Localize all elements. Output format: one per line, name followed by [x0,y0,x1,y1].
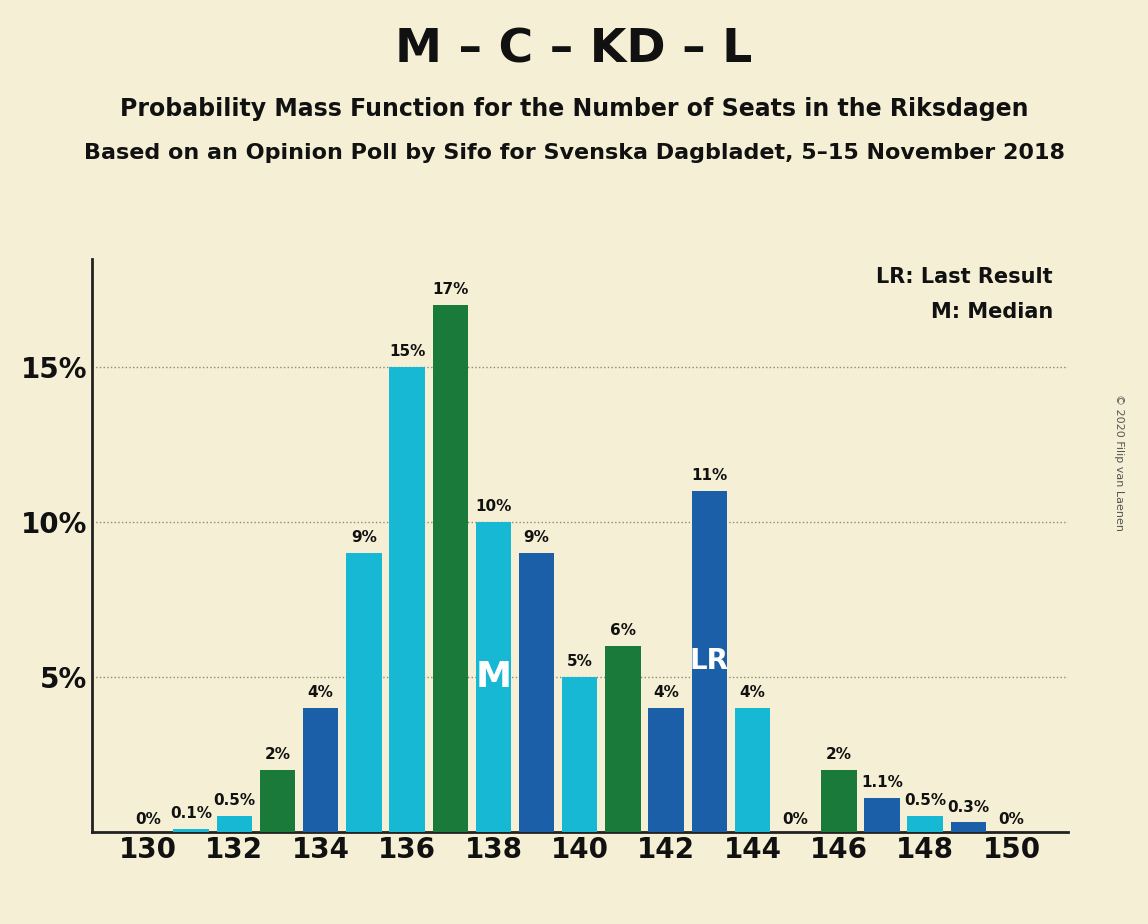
Text: 4%: 4% [308,685,334,700]
Text: LR: LR [690,648,729,675]
Text: 0%: 0% [999,812,1024,827]
Text: 1.1%: 1.1% [861,775,903,790]
Bar [864,797,900,832]
Text: M: M [475,660,511,694]
Text: 9%: 9% [351,530,377,545]
Text: © 2020 Filip van Laenen: © 2020 Filip van Laenen [1115,394,1124,530]
Text: 0%: 0% [783,812,808,827]
Text: 0%: 0% [135,812,161,827]
Text: 11%: 11% [691,468,728,483]
Text: 4%: 4% [739,685,766,700]
Text: 17%: 17% [432,283,468,298]
Text: 5%: 5% [567,654,592,669]
Bar [173,829,209,832]
Text: 15%: 15% [389,345,425,359]
Bar [217,816,253,832]
Bar [389,367,425,832]
Text: 0.5%: 0.5% [214,794,255,808]
Bar [563,676,597,832]
Bar [649,708,684,832]
Bar [519,553,554,832]
Bar [347,553,381,832]
Text: LR: Last Result: LR: Last Result [876,267,1053,287]
Text: 4%: 4% [653,685,678,700]
Text: 6%: 6% [610,623,636,638]
Bar [433,305,468,832]
Bar [259,770,295,832]
Bar [951,822,986,832]
Text: M: Median: M: Median [931,301,1053,322]
Bar [475,522,511,832]
Text: 2%: 2% [825,747,852,762]
Text: 9%: 9% [523,530,550,545]
Text: Based on an Opinion Poll by Sifo for Svenska Dagbladet, 5–15 November 2018: Based on an Opinion Poll by Sifo for Sve… [84,143,1064,164]
Bar [691,491,727,832]
Text: 2%: 2% [264,747,290,762]
Text: 10%: 10% [475,499,512,514]
Text: 0.5%: 0.5% [905,794,946,808]
Bar [821,770,856,832]
Bar [735,708,770,832]
Bar [605,646,641,832]
Text: M – C – KD – L: M – C – KD – L [395,28,753,73]
Bar [907,816,943,832]
Text: 0.3%: 0.3% [947,799,990,815]
Bar [303,708,339,832]
Text: 0.1%: 0.1% [170,806,212,821]
Text: Probability Mass Function for the Number of Seats in the Riksdagen: Probability Mass Function for the Number… [119,97,1029,121]
